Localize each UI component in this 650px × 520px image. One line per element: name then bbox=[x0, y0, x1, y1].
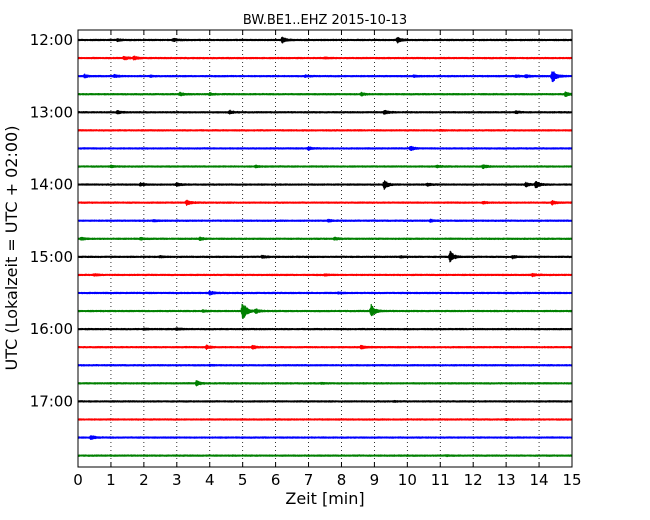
x-tick-label: 2 bbox=[139, 471, 149, 489]
x-tick-label: 9 bbox=[370, 471, 380, 489]
trace-row-1500 bbox=[77, 250, 573, 263]
trace-row-1530 bbox=[77, 290, 573, 296]
x-tick-label: 7 bbox=[304, 471, 314, 489]
trace-row-1345 bbox=[77, 164, 573, 170]
y-axis-label: UTC (Lokalzeit = UTC + 02:00) bbox=[2, 126, 21, 371]
trace-row-1300 bbox=[77, 109, 573, 115]
x-axis-label: Zeit [min] bbox=[285, 489, 364, 508]
chart-title: BW.BE1..EHZ 2015-10-13 bbox=[243, 13, 407, 28]
x-tick-label: 4 bbox=[205, 471, 215, 489]
trace-row-1330 bbox=[77, 145, 573, 152]
x-tick-label: 12 bbox=[464, 471, 483, 489]
trace-row-1730 bbox=[77, 435, 573, 441]
trace-row-1230 bbox=[77, 71, 573, 83]
trace-row-1600 bbox=[77, 327, 573, 331]
trace-row-1630 bbox=[77, 363, 573, 367]
y-tick-label: 17:00 bbox=[30, 392, 73, 410]
trace-row-1745 bbox=[77, 454, 573, 458]
x-tick-label: 15 bbox=[562, 471, 581, 489]
x-tick-label: 6 bbox=[271, 471, 281, 489]
x-tick-label: 0 bbox=[73, 471, 83, 489]
x-tick-label: 10 bbox=[398, 471, 417, 489]
x-tick-label: 3 bbox=[172, 471, 182, 489]
trace-row-1545 bbox=[77, 303, 573, 319]
trace-row-1515 bbox=[77, 272, 573, 278]
x-tick-label: 8 bbox=[337, 471, 347, 489]
trace-row-1415 bbox=[77, 199, 573, 207]
trace-row-1215 bbox=[77, 55, 573, 61]
y-tick-label: 13:00 bbox=[30, 103, 73, 121]
y-tick-label: 14:00 bbox=[30, 176, 73, 194]
trace-row-1200 bbox=[77, 36, 573, 44]
grid-lines bbox=[110, 30, 540, 467]
y-axis: 12:00 13:00 14:00 15:00 16:00 17:00 bbox=[30, 31, 572, 410]
trace-row-1445 bbox=[77, 236, 573, 242]
trace-row-1245 bbox=[77, 91, 573, 98]
trace-rows bbox=[77, 36, 573, 458]
x-tick-label: 14 bbox=[530, 471, 549, 489]
x-tick-label: 1 bbox=[106, 471, 116, 489]
x-tick-label: 13 bbox=[497, 471, 516, 489]
trace-row-1700 bbox=[77, 399, 573, 403]
trace-row-1430 bbox=[77, 218, 573, 223]
plot-frame bbox=[77, 29, 573, 468]
y-tick-label: 15:00 bbox=[30, 248, 73, 266]
trace-row-1400 bbox=[77, 180, 573, 190]
x-tick-label: 11 bbox=[431, 471, 450, 489]
x-tick-label: 5 bbox=[238, 471, 248, 489]
trace-row-1715 bbox=[77, 418, 573, 422]
trace-row-1645 bbox=[77, 380, 573, 387]
y-tick-label: 12:00 bbox=[30, 31, 73, 49]
trace-row-1615 bbox=[77, 344, 573, 351]
y-tick-label: 16:00 bbox=[30, 320, 73, 338]
trace-row-1315 bbox=[77, 128, 573, 132]
x-axis: 0 1 2 3 4 5 6 7 8 9 10 11 12 13 14 15 bbox=[73, 30, 582, 489]
